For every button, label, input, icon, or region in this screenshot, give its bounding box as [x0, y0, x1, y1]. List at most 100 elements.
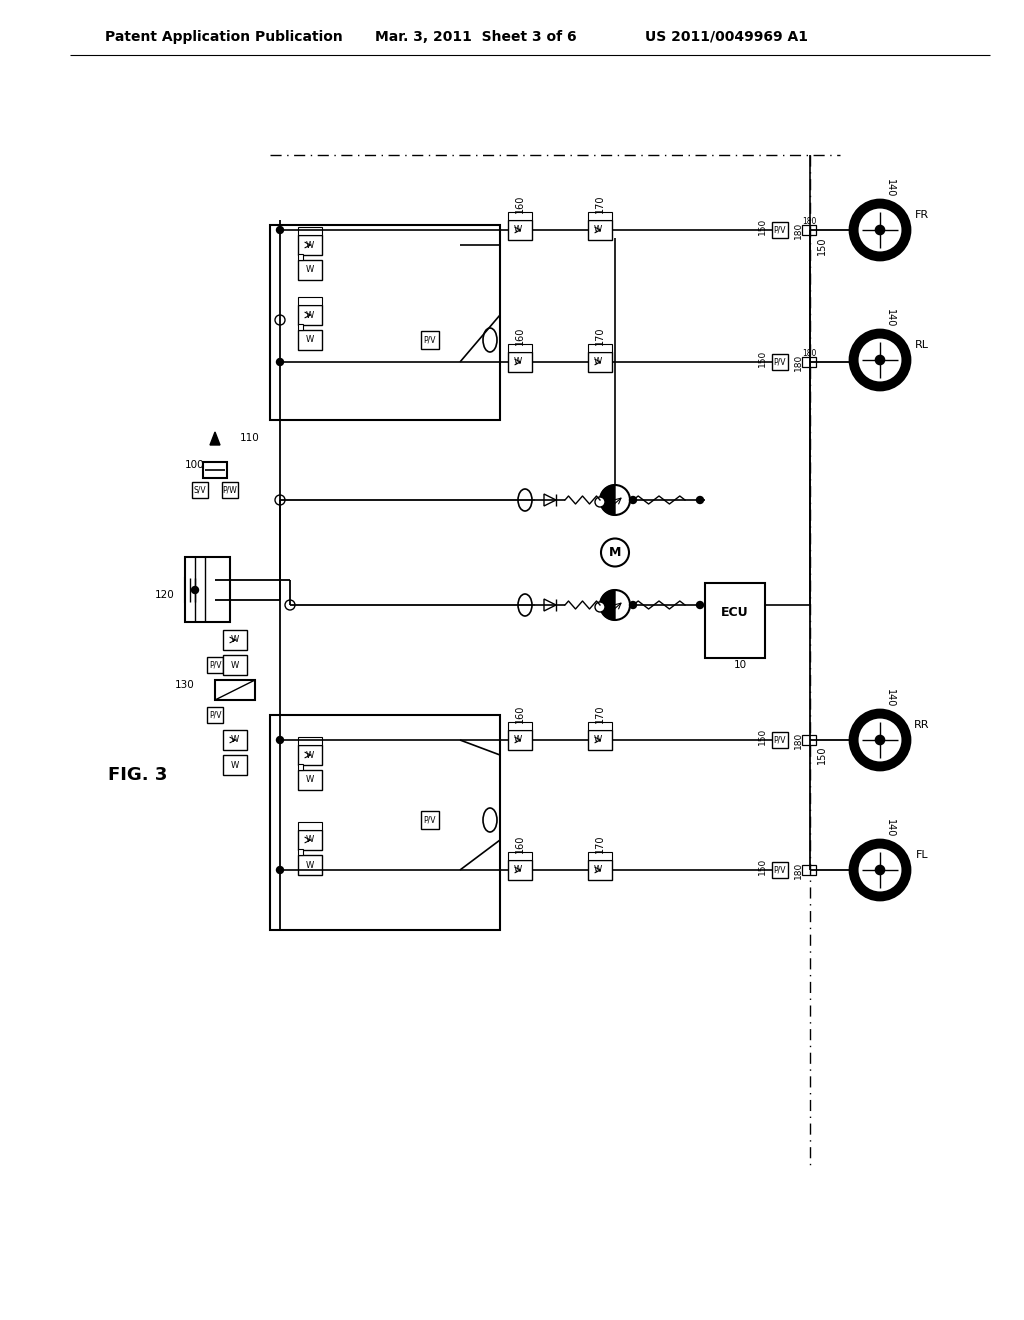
Bar	[508, 352, 532, 372]
Text: P/V: P/V	[774, 226, 786, 235]
Bar	[185, 578, 215, 602]
Text: FL: FL	[915, 850, 929, 861]
Bar	[298, 227, 322, 235]
Circle shape	[191, 586, 199, 594]
Bar	[203, 462, 227, 478]
Bar	[298, 849, 303, 855]
Bar	[772, 862, 788, 878]
Text: 170: 170	[595, 327, 605, 346]
Text: P/V: P/V	[209, 710, 221, 719]
Circle shape	[696, 496, 703, 503]
Text: 180: 180	[802, 218, 816, 227]
Text: 150: 150	[758, 858, 767, 875]
Circle shape	[275, 495, 285, 506]
Bar	[298, 323, 303, 330]
Circle shape	[600, 590, 630, 620]
Bar	[421, 331, 439, 348]
Text: W: W	[306, 335, 314, 345]
Ellipse shape	[518, 594, 532, 616]
Bar	[588, 220, 612, 240]
Text: 170: 170	[595, 195, 605, 214]
Text: 180: 180	[794, 222, 803, 239]
Circle shape	[276, 359, 284, 366]
Bar	[802, 735, 816, 744]
Ellipse shape	[518, 488, 532, 511]
Text: 180: 180	[802, 350, 816, 359]
Circle shape	[276, 227, 284, 234]
Text: M: M	[609, 546, 622, 558]
Text: 150: 150	[758, 727, 767, 744]
Bar	[508, 851, 532, 861]
Circle shape	[857, 847, 902, 892]
Text: W: W	[306, 265, 314, 275]
Text: 150: 150	[817, 236, 827, 255]
Bar	[223, 730, 247, 750]
Circle shape	[850, 330, 910, 389]
Bar	[298, 822, 322, 830]
Bar	[207, 657, 223, 673]
Bar	[298, 305, 322, 325]
Text: W: W	[514, 866, 522, 874]
Text: W: W	[514, 226, 522, 235]
Text: P/V: P/V	[774, 735, 786, 744]
Text: 150: 150	[758, 350, 767, 367]
Bar	[298, 830, 322, 850]
Text: W: W	[230, 735, 240, 744]
Text: W: W	[306, 751, 314, 759]
Text: W: W	[514, 358, 522, 367]
Circle shape	[455, 224, 465, 235]
Text: 140: 140	[885, 178, 895, 197]
Text: W: W	[594, 226, 602, 235]
Text: 110: 110	[240, 433, 260, 444]
Text: 140: 140	[885, 309, 895, 327]
Bar	[298, 744, 322, 766]
Text: 180: 180	[794, 731, 803, 748]
Text: W: W	[306, 836, 314, 845]
Polygon shape	[210, 432, 220, 445]
Circle shape	[454, 865, 466, 876]
Bar	[508, 861, 532, 880]
Text: 100: 100	[185, 459, 205, 470]
Text: P/V: P/V	[774, 358, 786, 367]
Bar	[588, 861, 612, 880]
Bar	[223, 630, 247, 649]
Text: W: W	[306, 310, 314, 319]
Bar	[508, 213, 532, 220]
Text: Mar. 3, 2011  Sheet 3 of 6: Mar. 3, 2011 Sheet 3 of 6	[375, 30, 577, 44]
Bar	[298, 297, 322, 305]
Text: 180: 180	[794, 354, 803, 371]
Bar	[222, 482, 238, 498]
Text: FR: FR	[914, 210, 929, 220]
Text: W: W	[306, 861, 314, 870]
Bar	[802, 224, 816, 235]
Text: 140: 140	[885, 818, 895, 837]
Bar	[215, 680, 255, 700]
Text: W: W	[594, 358, 602, 367]
Polygon shape	[600, 590, 615, 620]
Text: 160: 160	[515, 705, 525, 723]
Circle shape	[275, 315, 285, 325]
Bar	[588, 730, 612, 750]
Text: 170: 170	[595, 834, 605, 853]
Polygon shape	[600, 484, 615, 515]
Bar	[193, 482, 208, 498]
Bar	[588, 352, 612, 372]
Bar	[270, 224, 500, 420]
Circle shape	[850, 840, 910, 900]
Bar	[185, 557, 230, 622]
Text: W: W	[594, 866, 602, 874]
Bar	[298, 855, 322, 875]
Text: US 2011/0049969 A1: US 2011/0049969 A1	[645, 30, 808, 44]
Text: 160: 160	[515, 834, 525, 853]
Circle shape	[876, 866, 885, 874]
Circle shape	[454, 356, 466, 368]
Bar	[270, 715, 500, 931]
Circle shape	[600, 484, 630, 515]
Text: W: W	[306, 776, 314, 784]
Circle shape	[455, 735, 465, 744]
Circle shape	[595, 498, 605, 507]
Bar	[772, 222, 788, 238]
Text: P/V: P/V	[424, 816, 436, 825]
Ellipse shape	[483, 327, 497, 352]
Text: RL: RL	[915, 341, 929, 350]
